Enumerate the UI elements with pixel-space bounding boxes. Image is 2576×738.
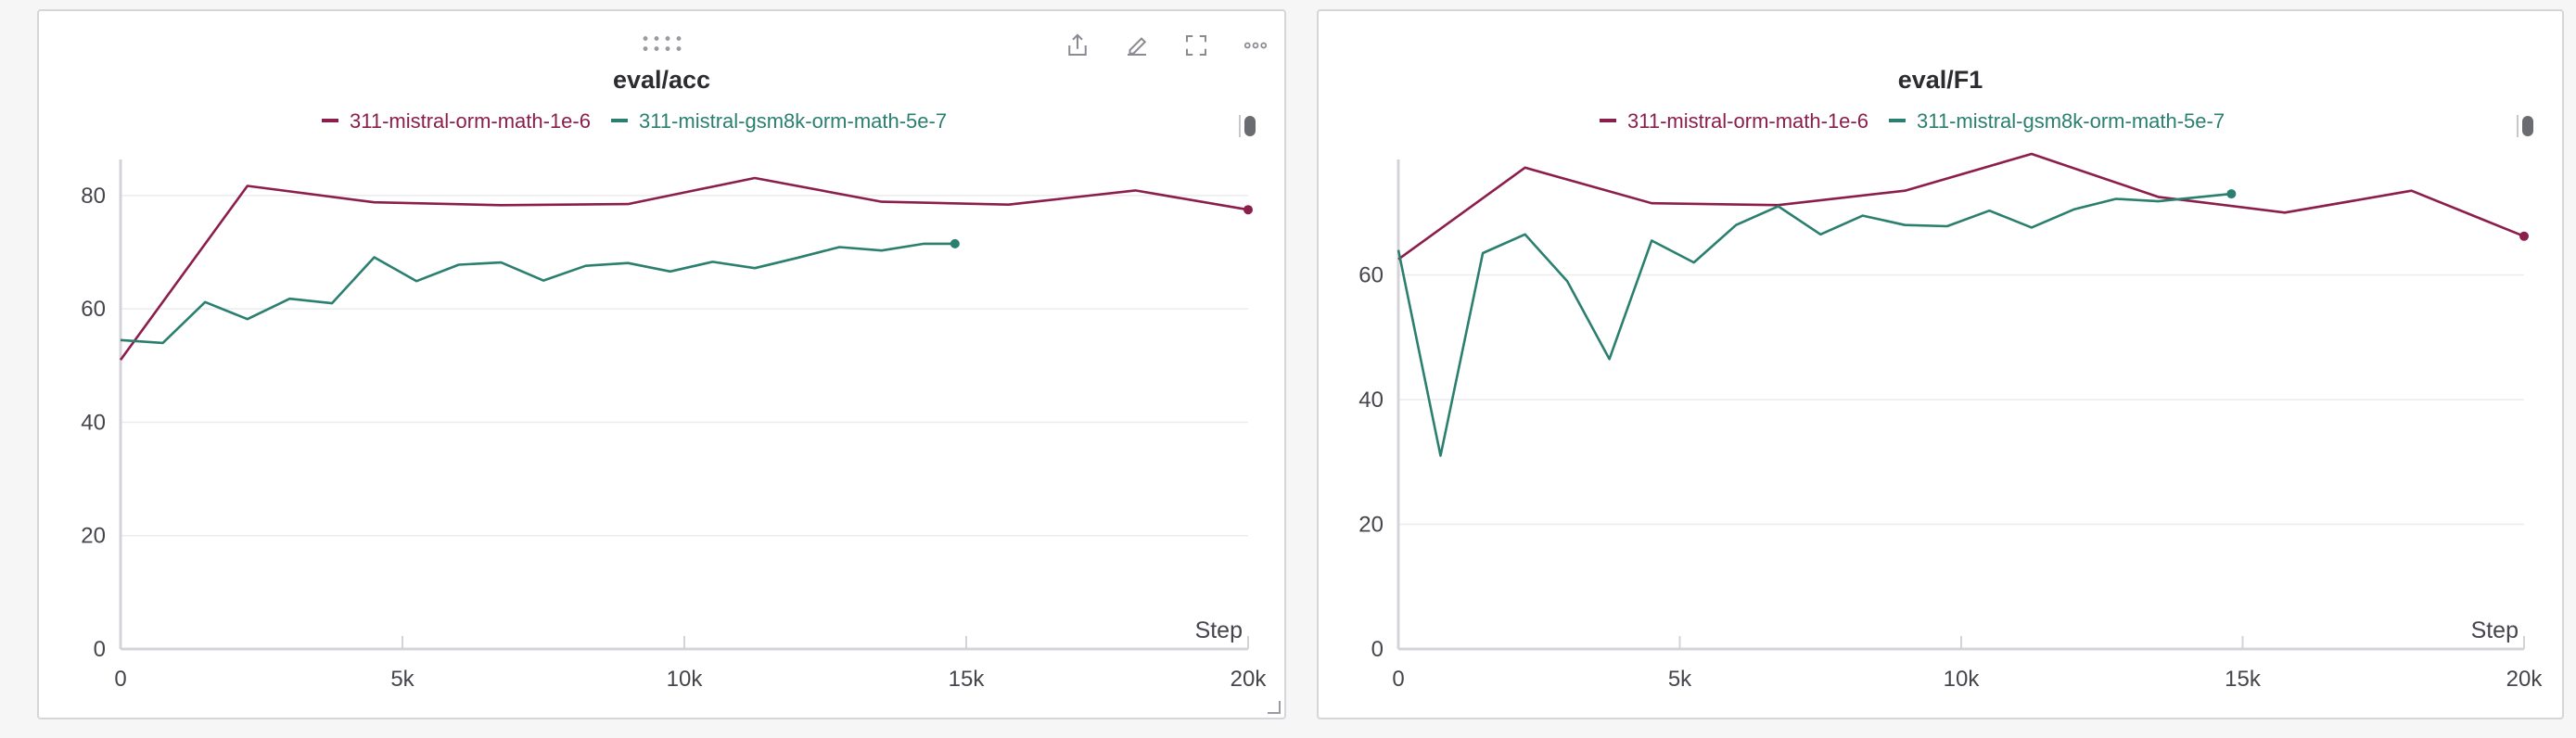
share-icon[interactable]	[1064, 32, 1091, 59]
x-tick-label: 15k	[2225, 667, 2262, 692]
y-tick-label: 0	[94, 637, 106, 662]
series-end-point-2	[2226, 189, 2237, 199]
legend-entry: 311-mistral-gsm8k-orm-math-5e-7	[639, 109, 947, 133]
legend-entry: 311-mistral-orm-math-1e-6	[350, 109, 591, 133]
y-tick-label: 60	[81, 297, 106, 322]
edit-icon[interactable]	[1123, 32, 1151, 59]
fullscreen-icon[interactable]	[1182, 32, 1210, 59]
chart-panel-acc: eval/acc 311-mistral-orm-math-1e-6 311-mis…	[37, 9, 1286, 719]
x-axis-label: Step	[2471, 617, 2519, 643]
legend-entry: 311-mistral-gsm8k-orm-math-5e-7	[1917, 109, 2225, 133]
x-axis-label: Step	[1195, 617, 1243, 643]
x-tick-label: 20k	[1231, 667, 1268, 692]
series-end-point-2	[950, 238, 960, 248]
legend-scroll-thumb	[1244, 116, 1256, 136]
x-tick-label: 0	[1392, 667, 1404, 692]
x-tick-label: 10k	[1944, 667, 1981, 692]
x-tick-label: 15k	[949, 667, 986, 692]
x-tick-label: 10k	[667, 667, 704, 692]
y-tick-label: 0	[1371, 637, 1384, 662]
y-tick-label: 40	[1358, 388, 1384, 413]
series-line-2	[1396, 192, 2232, 457]
series-line-1	[119, 176, 1249, 361]
y-tick-label: 60	[1358, 263, 1384, 288]
chart-title: eval/acc	[613, 66, 710, 94]
resize-handle-icon[interactable]	[1268, 701, 1281, 714]
x-tick-label: 0	[114, 667, 126, 692]
legend-entry: 311-mistral-orm-math-1e-6	[1627, 109, 1868, 133]
y-tick-label: 80	[81, 184, 106, 209]
drag-handle-icon[interactable]	[639, 33, 684, 54]
series-end-point-1	[2519, 231, 2529, 241]
x-tick-label: 5k	[1668, 667, 1692, 692]
x-tick-label: 5k	[390, 667, 414, 692]
more-icon[interactable]	[1242, 32, 1269, 59]
series-line-2	[120, 242, 955, 345]
legend-scroll-thumb	[2522, 116, 2533, 136]
series-end-point-1	[1243, 205, 1253, 215]
y-tick-label: 20	[1358, 513, 1384, 538]
chart-panel-f1: eval/F1 311-mistral-orm-math-1e-6 311-mist…	[1317, 9, 2564, 719]
panel-toolbar	[1064, 32, 1269, 59]
chart-title: eval/F1	[1898, 66, 1983, 94]
line-chart-f1: eval/F1 311-mistral-orm-math-1e-6 311-mist…	[1358, 66, 2544, 692]
y-tick-label: 20	[81, 524, 106, 549]
y-tick-label: 40	[81, 410, 106, 435]
line-chart-acc: eval/acc 311-mistral-orm-math-1e-6 311-mis…	[81, 66, 1268, 692]
series-line-1	[1397, 152, 2525, 261]
x-tick-label: 20k	[2506, 667, 2544, 692]
